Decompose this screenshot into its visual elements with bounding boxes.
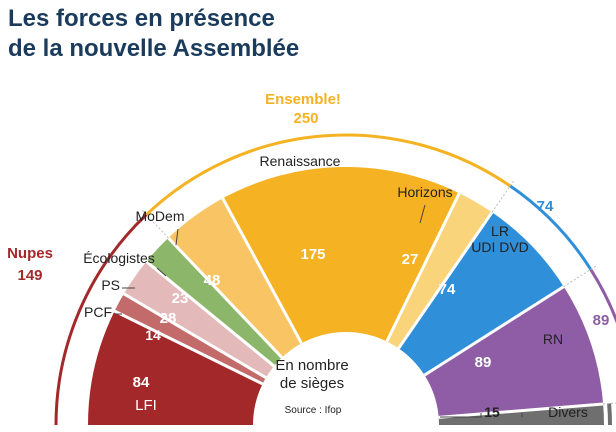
segment-separator [167,236,284,359]
segment-separator [123,292,267,379]
label-rn: RN [543,331,563,347]
segment-modem [168,198,302,358]
label-renaissance: Renaissance [260,153,341,169]
segment-divers [438,403,604,425]
segment-horizons [386,193,493,349]
group-total-rn: 89 [593,312,610,329]
group-arc-rn [589,268,616,324]
value-label-ps: 28 [160,310,177,327]
leader-line [156,267,167,277]
segment-ps [123,261,275,378]
group-total-lr-udi-dvd: 74 [537,198,554,215]
group-arc-nupes [54,213,148,426]
segment-separator [221,197,303,345]
segment-separators [113,192,604,419]
segment-renaissance [222,167,460,344]
group-arc-divers [607,403,612,426]
segment-separator [423,285,565,377]
group-arc-ensemble [145,133,511,216]
label-pcf: PCF [84,304,112,320]
value-label-ecologistes: 23 [172,290,189,307]
label-divers: Divers [548,404,588,420]
segment-separator [113,309,264,386]
group-label-nupes: Nupes [7,245,53,262]
leader-line [440,413,482,418]
group-total-ensemble: 250 [293,110,318,127]
label-leaders [115,180,616,418]
value-label-renaissance: 175 [300,246,325,263]
group-arc-lr-udi-dvd [509,184,593,271]
group-boundary-line [491,180,514,213]
value-label-lr-udi-dvd: 74 [439,281,456,298]
chart-title: Les forces en présence de la nouvelle As… [8,4,428,64]
segment-separator [145,260,275,368]
label-horizons: Horizons [397,184,452,200]
group-total-nupes: 149 [17,267,42,284]
value-label-lfi: 84 [133,374,150,391]
segment-rn [424,286,604,418]
segment-pcf [114,293,266,384]
segment-separator [397,211,494,350]
segment-ecologistes [146,237,282,367]
label-lr-line-2: UDI DVD [471,239,529,255]
leader-line [419,204,426,224]
leader-line [175,228,179,246]
segment-lfi [88,311,263,425]
segment-name-lfi: LFI [135,397,157,414]
label-ps: PS [101,277,120,293]
label-lr-line-1: LR [491,223,509,239]
group-boundary-line [563,265,597,288]
center-text-line-2: de sièges [280,375,344,392]
segment-lr-udi-dvd [398,212,564,376]
value-label-divers: 15 [484,404,500,420]
group-label-ensemble: Ensemble! [265,91,341,108]
segment-separator [438,402,604,419]
value-label-rn: 89 [475,354,492,371]
source-note: Source : Ifop [285,405,342,416]
chart-title-line-2: de la nouvelle Assemblée [8,35,300,62]
value-label-horizons: 27 [402,251,419,268]
value-label-pcf: 14 [145,327,161,343]
baseline-cover [0,425,616,432]
chart-title-line-1: Les forces en présence [8,5,275,32]
value-label-modem: 48 [204,272,221,289]
label-ecologistes: Écologistes [83,250,155,266]
group-arcs [54,133,616,426]
segment-separator [385,192,461,343]
center-text-line-1: En nombre [275,357,348,374]
seat-segments [0,167,616,432]
label-modem: MoDem [135,208,184,224]
